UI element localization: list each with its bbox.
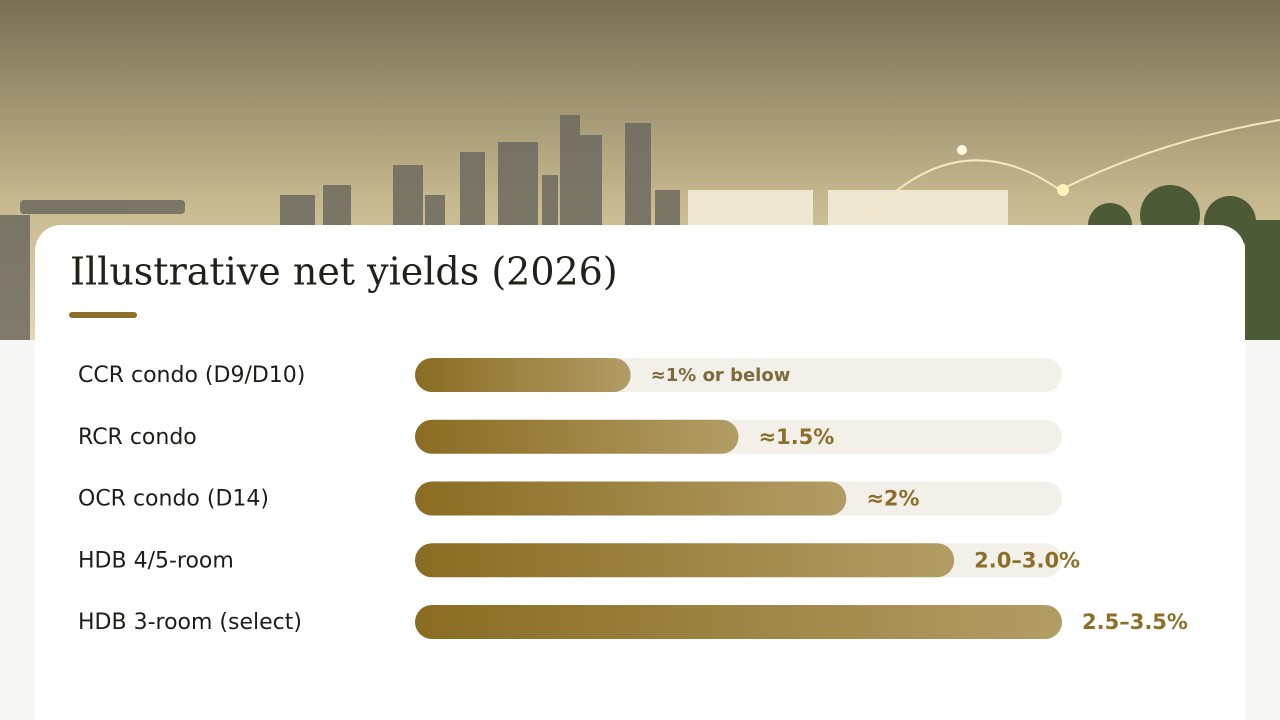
title-accent: [69, 312, 137, 318]
category-label: OCR condo (D14): [78, 487, 269, 512]
bar: [415, 419, 739, 454]
category-label: HDB 4/5-room: [78, 548, 234, 573]
value-label: ≈2%: [866, 487, 919, 511]
category-label: CCR condo (D9/D10): [78, 363, 305, 388]
value-label: ≈1% or below: [651, 365, 791, 386]
category-label: HDB 3-room (select): [78, 610, 302, 635]
value-label: ≈1.5%: [759, 425, 835, 449]
bar: [415, 605, 1062, 639]
value-label: 2.5–3.5%: [1082, 610, 1188, 634]
category-label: RCR condo: [78, 425, 197, 450]
value-label: 2.0–3.0%: [974, 548, 1080, 572]
bar: [415, 481, 847, 516]
bar: [415, 358, 631, 392]
card: [35, 225, 1245, 720]
bar: [415, 543, 955, 578]
chart-title: Illustrative net yields (2026): [70, 250, 618, 294]
